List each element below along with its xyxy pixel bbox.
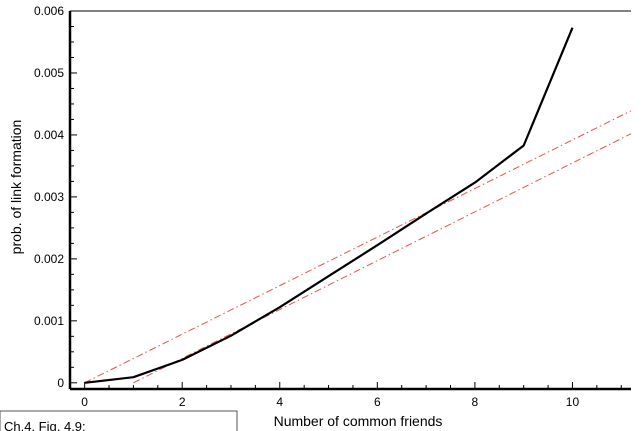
x-axis-label: Number of common friends [274,413,443,429]
series-layer [84,27,632,384]
y-tick-label: 0.003 [34,190,64,204]
caption-box-border [0,410,238,431]
x-tick-label: 8 [472,395,479,409]
x-tick-label: 0 [81,395,88,409]
data-series-line [84,27,574,384]
reference-fit-line [133,133,632,384]
tick-labels: 0 2 4 6 8 10 0 0.001 0.002 0.003 0.004 0.005 0.006 [34,4,579,409]
y-tick-label: 0.004 [34,128,64,142]
y-tick-label: 0.001 [34,314,64,328]
y-tick-label: 0.006 [34,4,64,18]
y-axis-label: prob. of link formation [8,120,24,255]
x-tick-label: 6 [374,395,381,409]
caption-box: Ch.4, Fig. 4.9; [0,410,238,431]
axes-layer [68,10,631,391]
caption-text: Ch.4, Fig. 4.9; [4,419,86,431]
y-tick-label: 0.002 [34,252,64,266]
y-tick-label: 0.005 [34,66,64,80]
x-tick-label: 10 [566,395,580,409]
y-tick-label: 0 [57,376,64,390]
reference-fit-line [84,110,632,384]
x-tick-label: 4 [276,395,283,409]
x-tick-label: 2 [179,395,186,409]
